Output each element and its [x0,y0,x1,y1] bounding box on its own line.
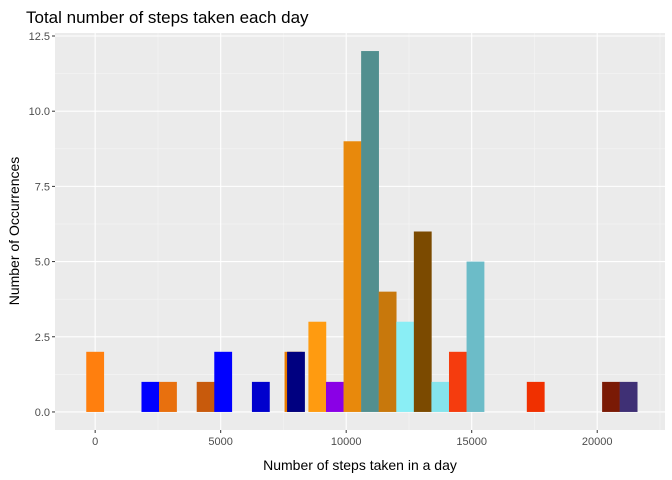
histogram-bar [141,381,160,412]
x-tick-label: 0 [92,436,98,448]
x-tick-label: 5000 [208,436,232,448]
y-tick-label: 5.0 [35,257,50,269]
y-tick-label: 10.0 [29,106,50,118]
histogram-bar [526,381,545,412]
histogram-bar [159,381,177,412]
histogram-bar [86,351,105,412]
histogram-bar [251,381,270,412]
histogram-bar [325,381,344,412]
histogram-bar [378,291,397,412]
histogram-bar [361,51,379,412]
x-tick-label: 15000 [456,436,487,448]
y-axis-label: Number of Occurrences [6,157,22,306]
histogram-bar [396,321,415,412]
y-tick-label: 12.5 [29,31,50,43]
histogram-bar [466,261,485,412]
histogram-bar [343,141,362,412]
x-tick-label: 10000 [331,436,362,448]
histogram-bar [196,381,215,412]
bars [86,51,638,412]
x-axis-ticks: 0 5000 10000 15000 20000 [92,430,613,448]
y-tick-label: 2.5 [35,332,50,344]
histogram-bar [308,321,327,412]
histogram-bar [619,381,638,412]
histogram-bar [413,231,432,412]
histogram-bar [602,381,620,412]
histogram-bar [431,381,450,412]
chart-title: Total number of steps taken each day [26,8,309,27]
histogram-bar [287,351,305,412]
histogram-bar [214,351,233,412]
histogram-bar [448,351,467,412]
y-tick-label: 7.5 [35,181,50,193]
x-tick-label: 20000 [582,436,613,448]
y-axis-ticks: 0.0 2.5 5.0 7.5 10.0 12.5 [29,31,55,419]
x-axis-label: Number of steps taken in a day [263,457,457,473]
y-tick-label: 0.0 [35,407,50,419]
